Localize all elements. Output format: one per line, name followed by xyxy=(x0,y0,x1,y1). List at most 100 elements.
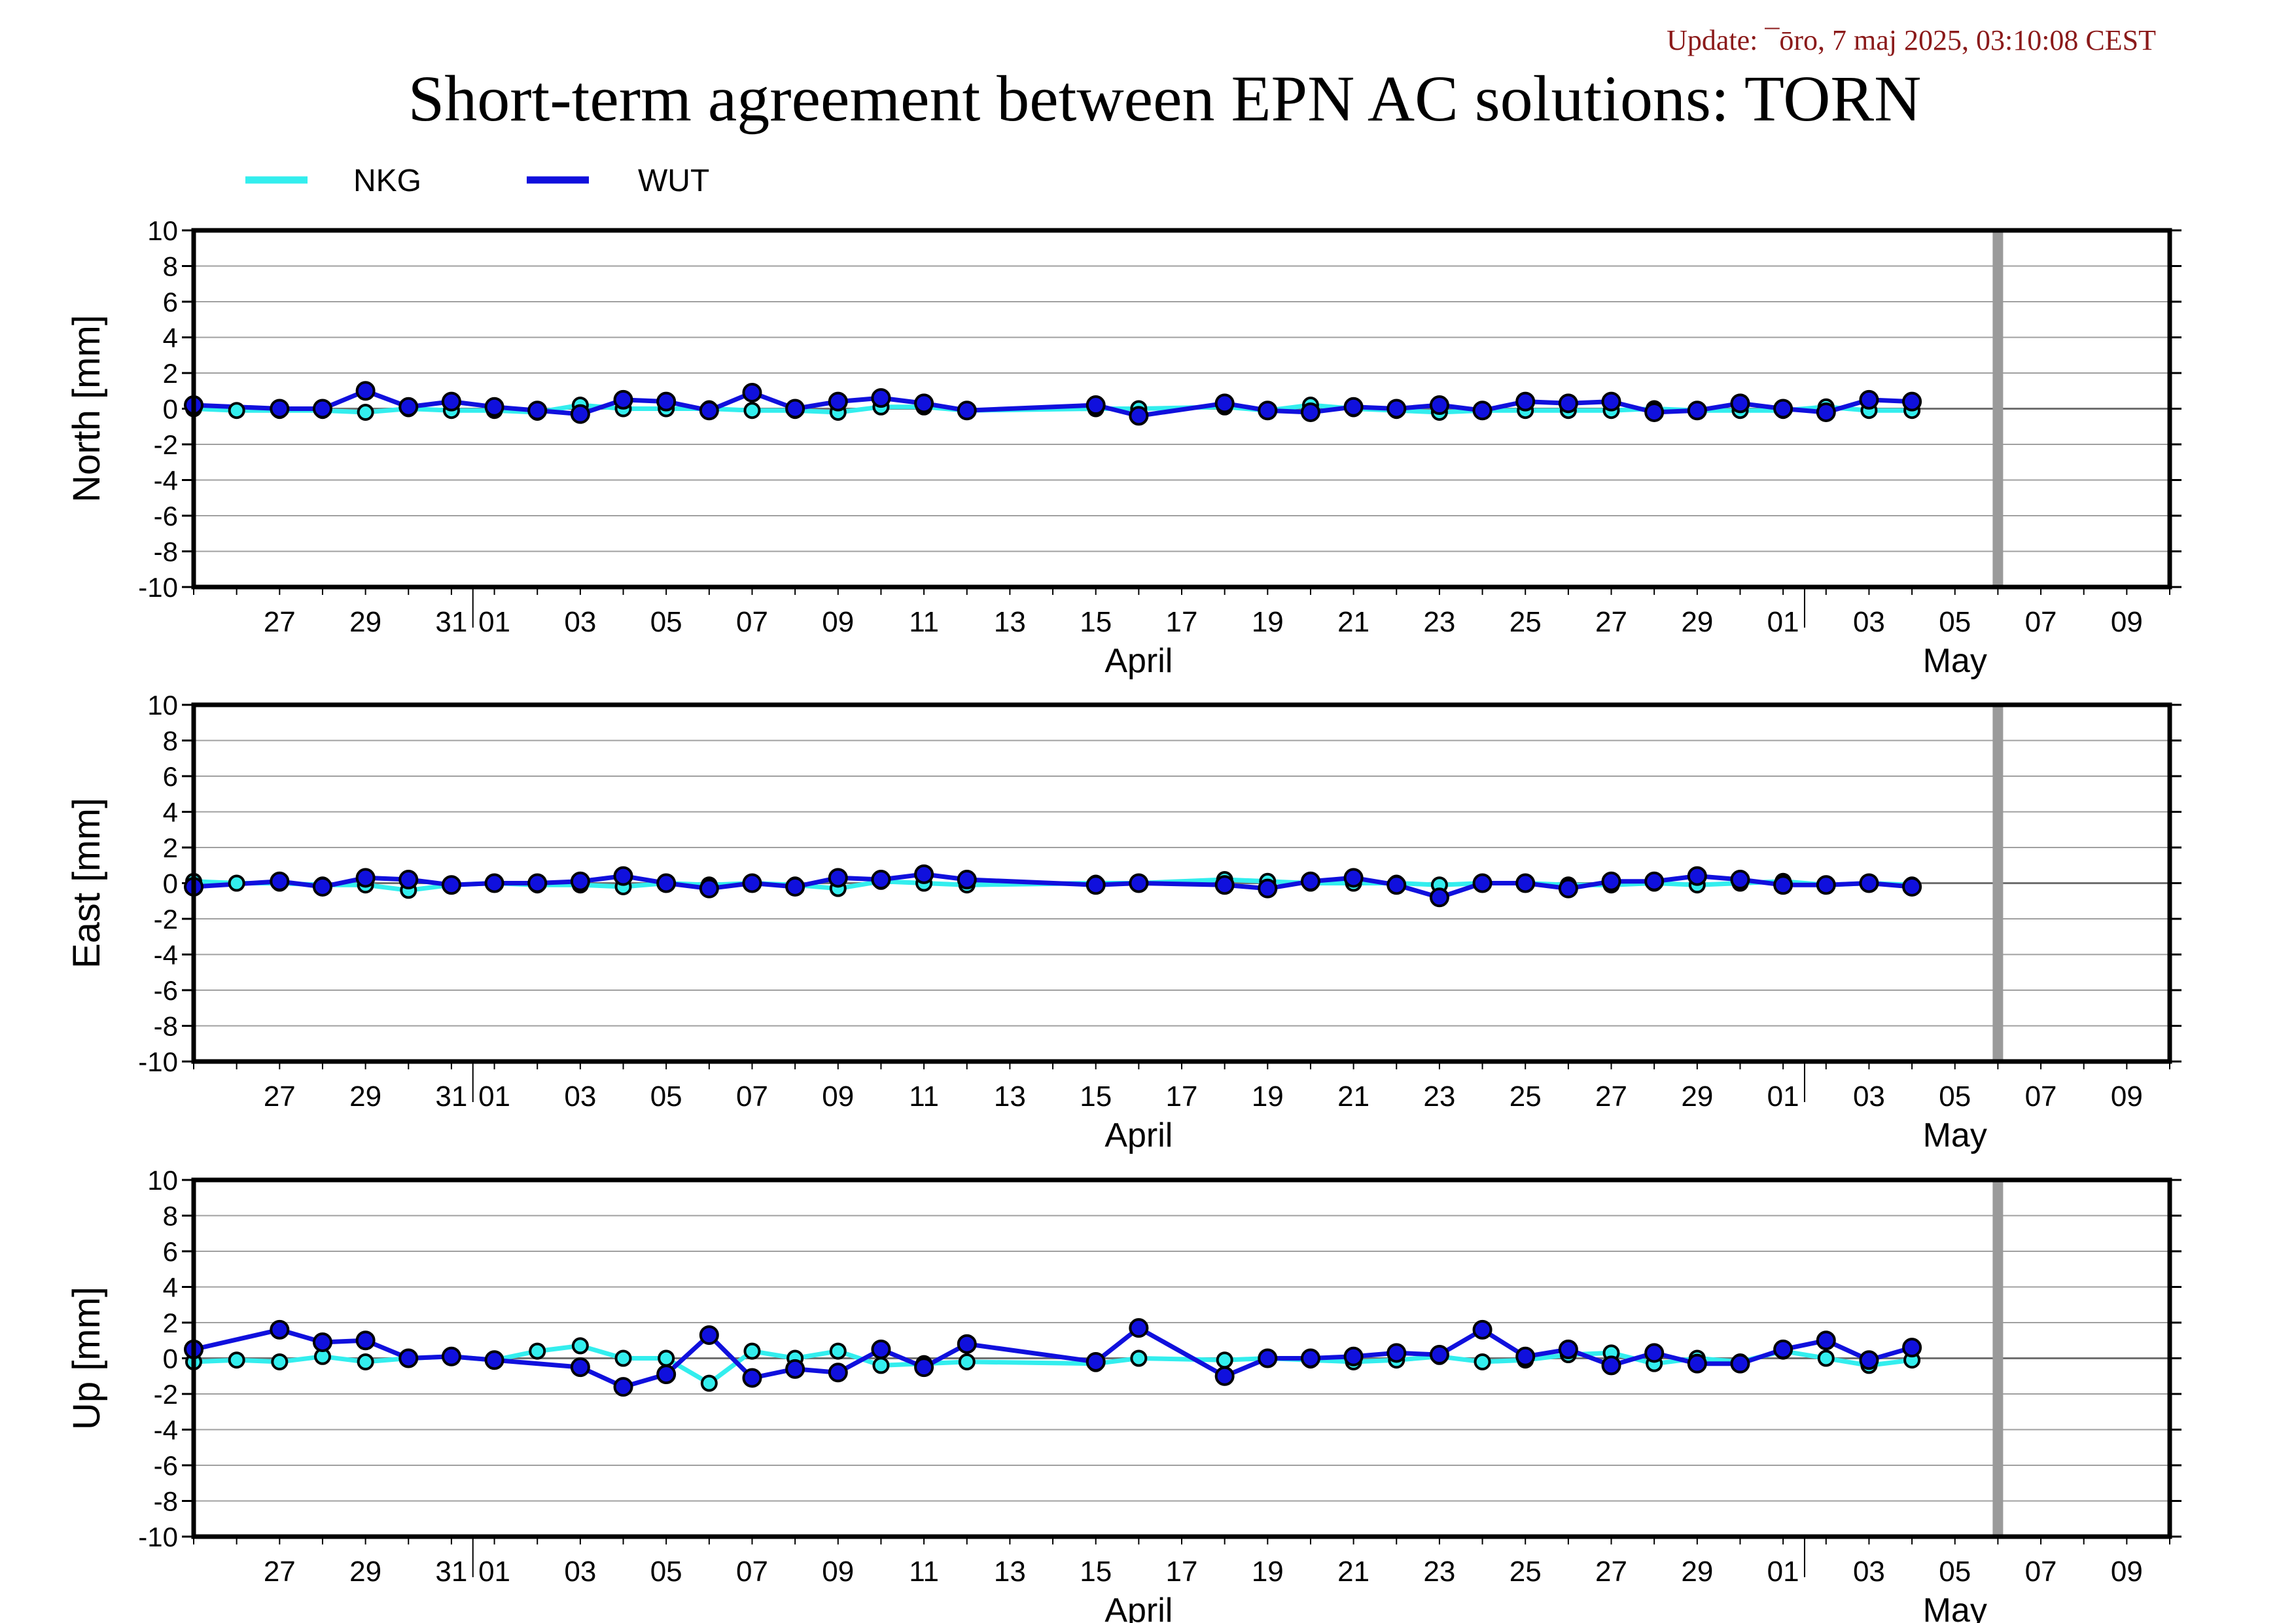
point-wut xyxy=(570,404,590,424)
point-wut xyxy=(1129,1318,1149,1338)
point-wut xyxy=(1730,870,1750,890)
y-tick-label: 4 xyxy=(163,797,178,828)
y-tick-label: 10 xyxy=(147,215,178,246)
point-wut xyxy=(1859,873,1879,893)
month-label: May xyxy=(1923,642,1987,680)
point-wut xyxy=(1258,1348,1278,1368)
y-tick-label: -2 xyxy=(154,429,178,460)
x-tick-label: 01 xyxy=(478,606,510,638)
x-tick-label: 13 xyxy=(994,606,1026,638)
point-wut xyxy=(1129,406,1149,426)
x-tick-label: 19 xyxy=(1252,606,1284,638)
x-tick-label: 11 xyxy=(909,1080,939,1113)
chart-title: Short-term agreement between EPN AC solu… xyxy=(408,62,1922,135)
point-wut xyxy=(1258,401,1278,421)
point-nkg xyxy=(1474,1353,1491,1370)
point-nkg xyxy=(743,402,761,419)
point-wut xyxy=(1902,1338,1922,1358)
x-tick-label: 29 xyxy=(1681,1556,1713,1588)
month-label: April xyxy=(1104,1116,1173,1154)
point-wut xyxy=(1859,389,1879,410)
point-wut xyxy=(1086,395,1106,416)
point-wut xyxy=(484,397,504,417)
update-timestamp: Update: ¯ōro, 7 maj 2025, 03:10:08 CEST xyxy=(1667,24,2156,56)
point-wut xyxy=(527,401,548,421)
x-tick-label: 07 xyxy=(2025,1080,2057,1113)
point-wut xyxy=(1730,1353,1750,1374)
point-wut xyxy=(914,1357,934,1378)
point-wut xyxy=(1429,1345,1449,1365)
point-wut xyxy=(828,391,848,412)
y-tick-label: -8 xyxy=(154,1011,178,1042)
legend-label-wut: WUT xyxy=(638,164,709,198)
x-tick-label: 21 xyxy=(1337,1080,1369,1113)
month-label: May xyxy=(1923,1116,1987,1154)
point-wut xyxy=(613,1377,633,1397)
point-nkg xyxy=(529,1342,546,1360)
y-tick-label: 8 xyxy=(163,251,178,282)
y-tick-label: 6 xyxy=(163,1236,178,1267)
y-tick-label: -10 xyxy=(138,1522,178,1552)
point-wut xyxy=(1601,391,1621,412)
y-tick-label: -6 xyxy=(154,1450,178,1481)
point-wut xyxy=(1601,1355,1621,1376)
point-wut xyxy=(1214,393,1235,414)
point-wut xyxy=(1687,866,1707,886)
point-wut xyxy=(742,1368,762,1388)
point-wut xyxy=(1644,402,1665,422)
legend: NKG WUT xyxy=(245,164,709,198)
panel-2: 10 8 6 4 2 0 -2 -4 -6 -8 -10 East [mm] 27 29 31 01 03 05 0… xyxy=(65,690,2181,1154)
x-tick-label: 09 xyxy=(2111,606,2143,638)
x-tick-label: 05 xyxy=(1939,1080,1971,1113)
y-tick-label: 10 xyxy=(147,690,178,721)
x-tick-label: 29 xyxy=(349,606,381,638)
point-nkg xyxy=(614,1349,632,1367)
x-tick-label: 17 xyxy=(1166,1556,1198,1588)
x-tick-label: 31 xyxy=(435,1080,467,1113)
point-wut xyxy=(1558,393,1578,414)
y-tick-label: -6 xyxy=(154,975,178,1006)
legend-label-nkg: NKG xyxy=(353,164,421,198)
x-tick-label: 05 xyxy=(650,1556,682,1588)
point-wut xyxy=(1300,871,1320,891)
x-tick-label: 07 xyxy=(736,1080,768,1113)
x-tick-label: 09 xyxy=(822,606,854,638)
y-tick-label: 2 xyxy=(163,358,178,389)
point-wut xyxy=(914,393,934,414)
point-wut xyxy=(828,1363,848,1383)
x-tick-label: 27 xyxy=(1595,606,1627,638)
x-tick-label: 11 xyxy=(909,606,939,638)
x-tick-label: 01 xyxy=(478,1080,510,1113)
x-tick-label: 17 xyxy=(1166,606,1198,638)
point-wut xyxy=(570,871,590,891)
y-axis-label: Up [mm] xyxy=(65,1287,108,1430)
point-wut xyxy=(1472,873,1492,893)
y-tick-label: -8 xyxy=(154,537,178,567)
y-tick-label: -4 xyxy=(154,1415,178,1446)
point-nkg xyxy=(357,403,374,421)
x-tick-label: 03 xyxy=(564,606,596,638)
point-nkg xyxy=(228,402,245,419)
point-wut xyxy=(1558,878,1578,899)
y-tick-label: -10 xyxy=(138,1046,178,1077)
point-wut xyxy=(1644,871,1665,891)
point-wut xyxy=(1515,1346,1536,1366)
point-wut xyxy=(828,868,848,888)
point-wut xyxy=(957,1334,977,1354)
x-tick-label: 19 xyxy=(1252,1556,1284,1588)
x-tick-label: 07 xyxy=(2025,1556,2057,1588)
x-tick-label: 23 xyxy=(1423,606,1455,638)
point-wut xyxy=(613,389,633,410)
y-tick-label: 4 xyxy=(163,323,178,353)
x-tick-label: 05 xyxy=(1939,1556,1971,1588)
y-tick-label: 8 xyxy=(163,1201,178,1232)
x-tick-label: 09 xyxy=(2111,1556,2143,1588)
point-wut xyxy=(398,870,419,890)
point-wut xyxy=(1258,878,1278,899)
point-wut xyxy=(312,876,332,897)
x-tick-label: 13 xyxy=(994,1080,1026,1113)
x-tick-label: 19 xyxy=(1252,1080,1284,1113)
panel-3: 10 8 6 4 2 0 -2 -4 -6 -8 -10 Up [mm] 27 29 31 01 03 05 07 0… xyxy=(65,1165,2181,1623)
point-wut xyxy=(441,875,461,895)
